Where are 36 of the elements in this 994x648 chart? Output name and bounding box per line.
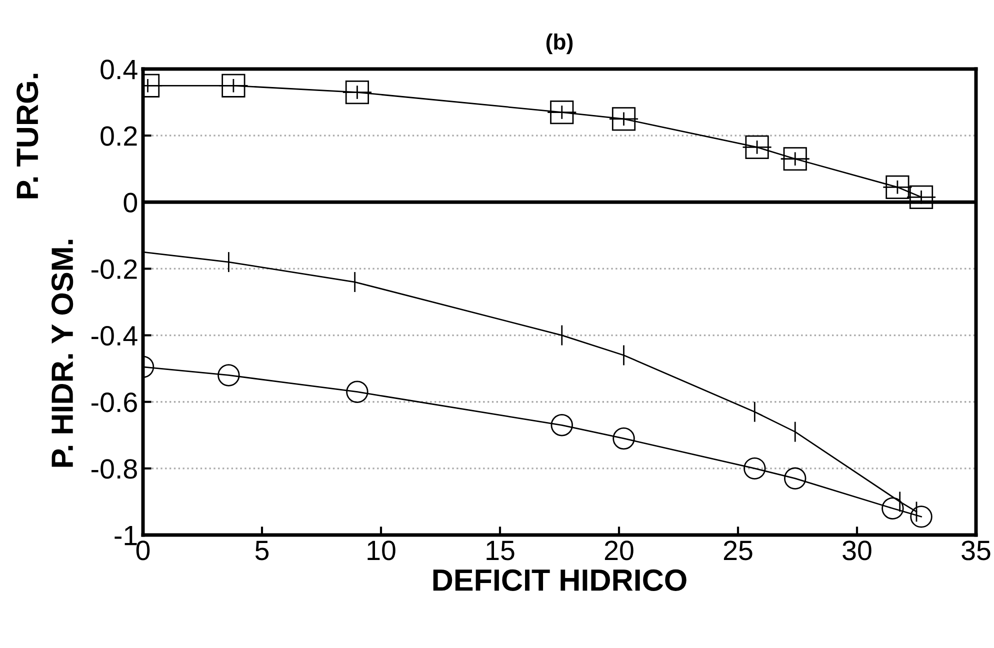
point [910,506,932,528]
y-axis-title: P. HIDR. Y OSM. [51,240,74,467]
point [909,185,934,209]
x-axis-title: DEFICIT HIDRICO [433,569,686,591]
point [744,457,766,480]
y-tick-label: -0.4 [92,326,138,346]
point [550,414,573,436]
y-tick-label: -1 [114,526,137,546]
x-tick-label: 25 [724,540,752,560]
text: P. TURG. [16,74,38,198]
x-tick-label: 0 [136,540,150,560]
y-tick-label: -0.8 [92,459,137,479]
point [784,467,806,490]
y-tick-label: -0.6 [92,392,137,412]
point [745,135,769,160]
point [550,100,574,124]
point [612,107,636,131]
y-tick-label: 0.4 [100,60,138,80]
point [346,380,368,403]
point [882,497,904,520]
x-tick-label: 5 [255,540,269,560]
y-tick-label: -0.2 [92,259,137,280]
y-tick-label: 0 [124,192,138,212]
x-tick-label: 10 [368,540,396,560]
x-tick-label: 20 [604,540,634,560]
point [886,175,910,199]
point [218,364,240,386]
point [612,427,635,450]
chart-title: (b) [546,33,573,54]
x-tick-label: 35 [962,540,990,560]
y-tick-label: 0.2 [100,126,137,146]
point [222,74,246,98]
point [345,80,370,104]
point [783,147,807,171]
x-tick-label: 30 [842,540,872,560]
x-tick-label: 15 [486,540,514,560]
